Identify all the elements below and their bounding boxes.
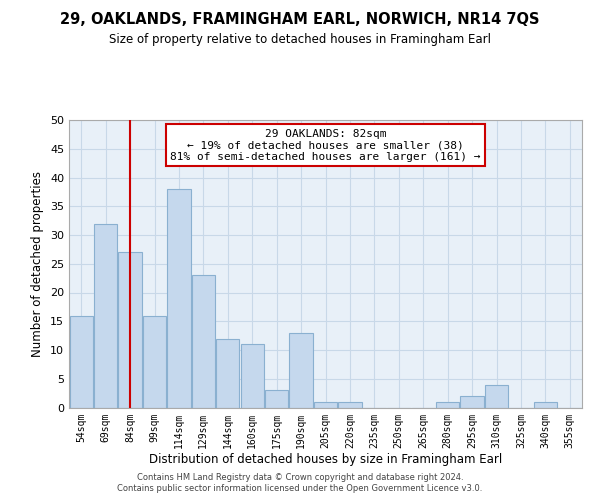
Bar — [70, 316, 93, 408]
Text: Contains public sector information licensed under the Open Government Licence v3: Contains public sector information licen… — [118, 484, 482, 493]
Bar — [192, 275, 215, 407]
Bar — [314, 402, 337, 407]
Bar — [534, 402, 557, 407]
Bar — [118, 252, 142, 408]
Bar — [265, 390, 288, 407]
Text: Size of property relative to detached houses in Framingham Earl: Size of property relative to detached ho… — [109, 32, 491, 46]
Bar — [485, 384, 508, 407]
Bar — [289, 333, 313, 407]
Bar — [338, 402, 362, 407]
Bar — [436, 402, 459, 407]
Bar — [167, 189, 191, 408]
X-axis label: Distribution of detached houses by size in Framingham Earl: Distribution of detached houses by size … — [149, 453, 502, 466]
Text: 29, OAKLANDS, FRAMINGHAM EARL, NORWICH, NR14 7QS: 29, OAKLANDS, FRAMINGHAM EARL, NORWICH, … — [60, 12, 540, 28]
Text: Contains HM Land Registry data © Crown copyright and database right 2024.: Contains HM Land Registry data © Crown c… — [137, 472, 463, 482]
Bar — [143, 316, 166, 408]
Bar — [241, 344, 264, 408]
Bar — [94, 224, 117, 408]
Bar — [216, 338, 239, 407]
Text: 29 OAKLANDS: 82sqm
← 19% of detached houses are smaller (38)
81% of semi-detache: 29 OAKLANDS: 82sqm ← 19% of detached hou… — [170, 128, 481, 162]
Bar — [460, 396, 484, 407]
Y-axis label: Number of detached properties: Number of detached properties — [31, 171, 44, 357]
